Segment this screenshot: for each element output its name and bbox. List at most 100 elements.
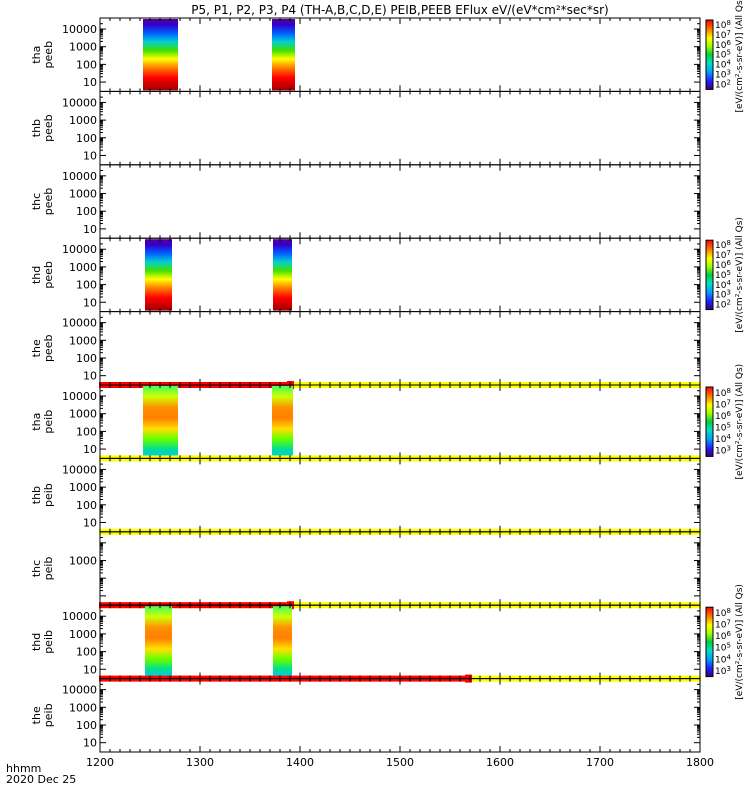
ytick-label: 100 [76,646,97,659]
panel-the-peeb: 10 100 1000 10000 the peeb [30,311,701,389]
ytick-label: 10 [83,76,97,89]
ytick-label: 100 [76,352,97,365]
xtick-label-1500: 1500 [386,756,414,769]
ytick-label: 10 [83,663,97,676]
ylabel-thd-peeb-0: thd [30,266,43,284]
ytick-label: 10000 [62,610,97,623]
panel-frame-the-peib [99,678,701,753]
ytick-label: 1000 [69,701,97,714]
colorbar-label-thc-peeb: [eV/(cm²-s-sr-eV)] (All Qs) [735,0,745,113]
ytick-label: 1000 [69,114,97,127]
colorbar-tick-label: 107 [715,619,731,631]
ytick-label: 10000 [62,96,97,109]
panel-frame-thd-peeb [99,237,701,313]
ytick-label: 10 [83,296,97,309]
panel-thb-peeb: 10 100 1000 10000 thb peeb [30,90,701,166]
ytick-label: 1000 [69,628,97,641]
data-block-thc-peeb-0 [143,19,178,91]
panel-frame-thc-peeb-2 [99,164,701,239]
ytick-label: 10 [83,737,97,750]
xtick-label-1300: 1300 [186,756,214,769]
ylabel-thb-peib-0: thb [30,486,43,504]
colorbar-thd-peib [705,606,714,678]
ylabel-the-peib-1: peib [42,703,55,727]
panel-frame-thb-peeb [99,90,701,166]
panel-frame-tha-peib [99,384,701,459]
colorbar-tick-label: 105 [715,421,731,433]
ylabel-thc-peib-0: thc [30,560,43,577]
ytick-label: 1000 [69,408,97,421]
data-block-thd-peib-0 [145,606,172,678]
data-block-thc-peeb-1 [272,19,295,91]
chart-title: P5, P1, P2, P3, P4 (TH-A,B,C,D,E) PEIB,P… [191,3,608,17]
ytick-label: 1000 [69,481,97,494]
colorbar-thc-peeb [705,19,714,90]
ylabel-thb-peeb-0: thb [30,119,43,137]
ytick-label: 100 [76,279,97,292]
data-block-tha-peib-1 [272,386,293,458]
colorbar-tick-label: 104 [715,433,731,445]
panel-the-peib: 10 100 1000 10000 the peib [30,678,701,753]
colorbar-label-tha-peib: [eV/(cm²-s-sr-eV)] (All Qs) [735,364,745,480]
ytick-label: 10000 [62,170,97,183]
xtick-label-1200: 1200 [86,756,114,769]
ytick-label: 10000 [62,390,97,403]
ytick-label: 100 [76,132,97,145]
ylabel-tha-peib-0: tha [30,413,43,431]
panel-frame-thb-peib [99,457,701,533]
ytick-label: 100 [76,719,97,732]
ytick-label: 10000 [62,23,97,36]
data-block-thd-peeb-1 [273,239,292,311]
ylabel-tha-peib-1: peib [42,410,55,434]
panel-thc-peeb-2: 10 100 1000 10000 thc peeb [30,164,701,239]
data-block-tha-peib-0 [143,386,178,458]
ylabel-thc-peeb-1: peeb [42,41,55,69]
ytick-label: 1000 [69,188,97,201]
xtick-label-1700: 1700 [586,756,614,769]
x-axis-label-date: 2020 Dec 25 [6,773,76,786]
ylabel-thc-peeb-2-1: peeb [42,188,55,216]
ylabel-thc-peeb-0: tha [30,46,43,64]
ytick-label: 1000 [69,334,97,347]
ylabel-thd-peib-1: peib [42,630,55,654]
panel-frame-thd-peib [99,604,701,680]
ylabel-thc-peeb-2-0: thc [30,193,43,210]
colorbar-tick-label: 103 [715,665,731,677]
ylabel-thb-peeb-1: peeb [42,114,55,142]
x-axis: 1200 1300 1400 1500 1600 1700 1800 [86,756,714,769]
ytick-label: 10 [83,223,97,236]
xtick-label-1800: 1800 [686,756,714,769]
colorbar-tick-label: 107 [715,398,731,410]
ytick-label: 100 [76,58,97,71]
ylabel-thd-peeb-1: peeb [42,261,55,289]
colorbar-tick-label: 108 [715,387,731,399]
panel-frame-thc-peib [99,531,701,606]
colorbar-label-thd-peeb: [eV/(cm²-s-sr-eV)] (All Qs) [735,217,745,333]
colorbar-tick-label: 105 [715,642,731,654]
ytick-label: 1000 [69,261,97,274]
ytick-label: 1000 [69,555,97,568]
ylabel-thc-peib-1: peib [42,557,55,581]
ylabel-the-peib-0: the [30,706,43,724]
panel-frame-thc-peeb [99,17,701,92]
x-axis-label-hhmm: hhmm [6,762,41,775]
ytick-label: 10 [83,370,97,383]
ytick-label: 10 [83,443,97,456]
panel-thb-peib: 10 100 1000 10000 thb peib [30,457,701,535]
colorbar-tick-label: 104 [715,653,731,665]
ylabel-thb-peib-1: peib [42,483,55,507]
panel-frame-the-peeb [99,311,701,386]
data-block-thd-peeb-0 [145,239,172,311]
ytick-label: 10 [83,149,97,162]
xtick-label-1600: 1600 [486,756,514,769]
colorbar-tick-label: 106 [715,630,731,642]
ylabel-thd-peib-0: thd [30,633,43,651]
colorbar-tha-peib [705,386,714,457]
ylabel-the-peeb-0: the [30,339,43,357]
data-block-thd-peib-1 [273,606,292,678]
ytick-label: 100 [76,425,97,438]
